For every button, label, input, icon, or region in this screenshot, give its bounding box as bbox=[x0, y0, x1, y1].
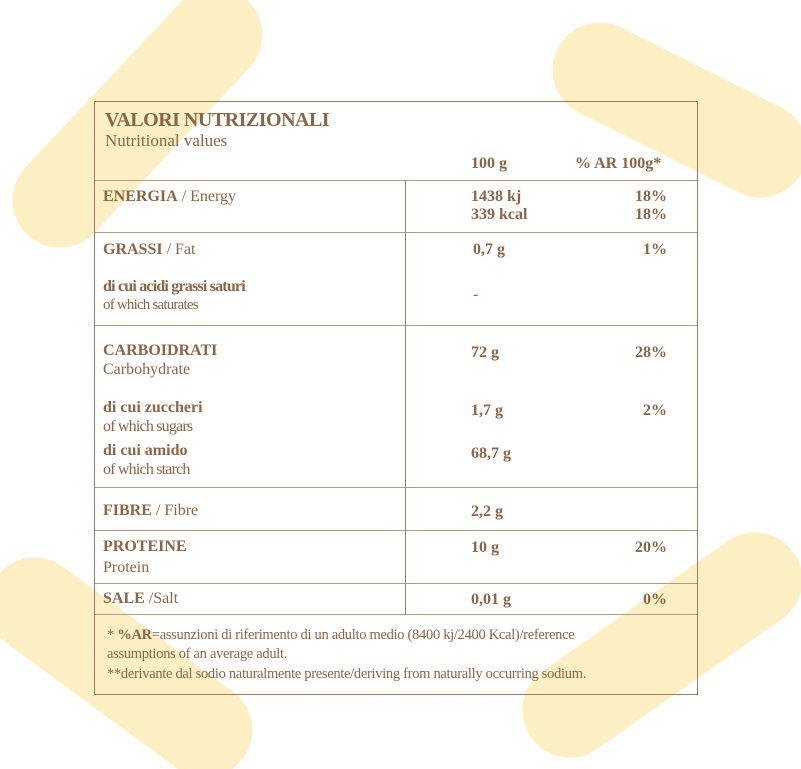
table-title: VALORI NUTRIZIONALI bbox=[105, 109, 330, 131]
protein-label-en: Protein bbox=[103, 559, 150, 576]
energy-kj-pct: 18% bbox=[635, 188, 667, 205]
protein-pct: 20% bbox=[635, 539, 667, 556]
carbs-label-it: CARBOIDRATI bbox=[103, 342, 218, 359]
saturates-value: - bbox=[473, 286, 479, 303]
energy-label: ENERGIA / Energy bbox=[103, 188, 237, 205]
carbs-value: 72 g bbox=[471, 344, 499, 361]
brush-stroke-top-right bbox=[552, 22, 801, 198]
column-header-100g: 100 g bbox=[471, 155, 507, 172]
sugars-value: 1,7 g bbox=[471, 402, 503, 419]
divider bbox=[95, 530, 697, 531]
column-divider bbox=[405, 180, 406, 614]
starch-label-en: of which starch bbox=[103, 461, 190, 478]
divider bbox=[95, 325, 697, 326]
fibre-label: FIBRE / Fibre bbox=[103, 502, 199, 519]
footnote-sodium: **derivante dal sodio naturalmente prese… bbox=[107, 666, 587, 682]
sugars-label-en: of which sugars bbox=[103, 418, 193, 435]
divider bbox=[95, 614, 697, 615]
nutrition-table: VALORI NUTRIZIONALI Nutritional values 1… bbox=[94, 101, 698, 695]
fibre-value: 2,2 g bbox=[471, 503, 503, 520]
footnote-ar: * %AR=assunzioni di riferimento di un ad… bbox=[107, 627, 575, 643]
divider bbox=[95, 583, 697, 584]
protein-label-it: PROTEINE bbox=[103, 538, 187, 555]
energy-kcal: 339 kcal bbox=[471, 206, 528, 223]
footnote-ar-continued: assumptions of an average adult. bbox=[107, 646, 288, 662]
fat-pct: 1% bbox=[643, 241, 667, 258]
salt-value: 0,01 g bbox=[471, 591, 511, 608]
saturates-label-en: of which saturates bbox=[103, 297, 199, 313]
protein-value: 10 g bbox=[471, 539, 499, 556]
salt-label: SALE /Salt bbox=[103, 590, 179, 607]
sugars-pct: 2% bbox=[643, 402, 667, 419]
column-header-ar: % AR 100g* bbox=[575, 155, 662, 172]
salt-pct: 0% bbox=[643, 591, 667, 608]
brush-stroke-bottom-left bbox=[0, 557, 253, 769]
energy-kcal-pct: 18% bbox=[635, 206, 667, 223]
sugars-label-it: di cui zuccheri bbox=[103, 399, 203, 416]
carbs-label-en: Carbohydrate bbox=[103, 361, 191, 378]
energy-kj: 1438 kj bbox=[471, 188, 522, 205]
divider bbox=[95, 487, 697, 488]
brush-stroke-bottom-right bbox=[522, 532, 801, 758]
starch-value: 68,7 g bbox=[471, 445, 511, 462]
divider bbox=[95, 232, 697, 233]
saturates-label-it: di cui acidi grassi saturi bbox=[103, 278, 246, 295]
brush-stroke-top-left bbox=[12, 0, 263, 248]
carbs-pct: 28% bbox=[635, 344, 667, 361]
fat-label: GRASSI / Fat bbox=[103, 241, 196, 258]
divider bbox=[95, 180, 697, 181]
starch-label-it: di cui amido bbox=[103, 442, 188, 459]
table-subtitle: Nutritional values bbox=[105, 131, 228, 150]
fat-value: 0,7 g bbox=[473, 241, 505, 258]
